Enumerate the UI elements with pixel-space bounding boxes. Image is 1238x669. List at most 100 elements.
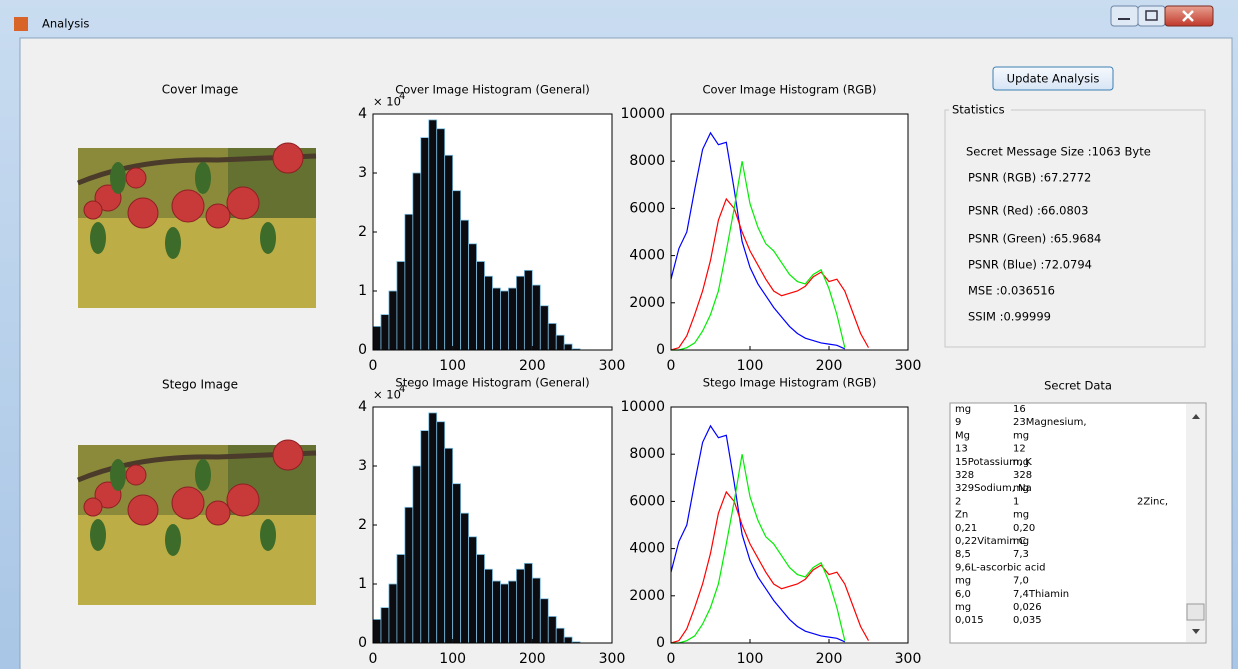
histogram-bar [420,137,430,351]
histogram-bar [476,261,485,351]
secret-cell: mg [1013,457,1029,468]
statistic: PSNR (RGB) :67.2772 [968,171,1091,185]
x-tick-label: 100 [439,358,466,374]
apple [125,167,147,189]
button-label[interactable]: Update Analysis [1007,72,1100,86]
histogram-bar [412,172,422,351]
histogram-bar [388,583,398,644]
x-tick-label: 0 [369,651,378,667]
axis-exponent: 4 [399,384,405,395]
secret-cell: 0,026 [1013,602,1042,613]
photo [77,142,317,308]
statistic: PSNR (Red) :66.0803 [968,204,1088,218]
leaf [110,459,126,491]
secret-cell: 7,4Thiamin [1013,589,1069,600]
secret-cell: 0,20 [1013,523,1035,534]
secret-cell: 12 [1013,444,1026,455]
histogram-bar [476,554,485,644]
histogram-bar [372,619,382,644]
secret-cell: 9 [955,417,961,428]
chart-title: Cover Image Histogram (General) [395,83,590,97]
secret-data-listbox[interactable] [949,402,1207,644]
histogram-bar [484,568,493,644]
y-tick-label: 3 [358,165,367,181]
secret-cell: mg [1013,430,1029,441]
scrollbar[interactable] [1186,404,1205,642]
secret-cell: 0,22Vitamin C [955,536,1026,547]
chart-title: Stego Image Histogram (RGB) [703,376,877,390]
y-tick-label: 0 [656,342,665,358]
histogram-bar [547,616,557,644]
histogram-bar [436,128,446,351]
y-tick-label: 2000 [629,295,665,311]
histogram-bar [428,412,438,644]
x-tick-label: 200 [816,651,843,667]
secret-cell: 23Magnesium, [1013,417,1087,428]
series-line [670,197,870,351]
histogram-bar [508,287,517,351]
cover-label: Cover Image [162,83,239,97]
apple [127,494,159,526]
secret-cell: 328 [1013,470,1032,481]
minimize-button[interactable] [1110,5,1139,27]
branch [77,450,317,483]
scroll-thumb[interactable] [1186,603,1205,621]
statistic: Secret Message Size :1063 Byte [966,145,1151,159]
panel-title-bg [949,103,1011,117]
histogram-bar [396,554,406,644]
histogram-bar [468,536,477,644]
y-tick-label: 3 [358,458,367,474]
maximize-button[interactable] [1137,5,1166,27]
histogram-bar [539,305,549,351]
secret-cell: mg [1013,510,1029,521]
x-tick-label: 0 [369,358,378,374]
y-tick-label: 8000 [629,446,665,462]
y-tick-label: 4000 [629,541,665,557]
histogram-bar [460,219,469,351]
secret-cell: 2 [955,496,961,507]
axes [671,114,908,350]
secret-cell: 7,3 [1013,549,1029,560]
histogram-bar [547,323,557,351]
button-face[interactable] [992,66,1114,91]
y-tick-label: 1 [358,283,367,299]
histogram-bar [523,562,533,644]
histogram-bar [404,506,414,644]
histogram-bar [468,243,477,351]
y-tick-label: 4 [358,399,367,415]
chart-title: Stego Image Histogram (General) [395,376,589,390]
secret-cell: 0,035 [1013,615,1042,626]
leaf [260,222,276,254]
histogram-bar [452,190,462,351]
apple [83,200,103,220]
y-tick-label: 10000 [620,106,665,122]
statistic: PSNR (Blue) :72.0794 [968,258,1092,272]
histogram-bar [516,275,525,351]
series-line [670,424,846,643]
secret-cell: mg [955,602,971,613]
update-button[interactable]: Update Analysis [992,66,1114,91]
histogram-bar [428,119,438,351]
leaf [165,524,181,556]
histogram-bar [500,583,509,644]
apple [125,464,147,486]
apple [205,500,231,526]
leaf [110,162,126,194]
x-tick-label: 300 [599,358,626,374]
histogram-bar [555,334,565,351]
secret-cell: 329Sodium, Na [955,483,1032,494]
secret-cell: 7,0 [1013,576,1029,587]
secret-cell: 13 [955,444,968,455]
scroll-track[interactable] [1186,404,1205,642]
x-tick-label: 0 [667,358,676,374]
histogram-bar [508,580,517,644]
apple [205,203,231,229]
statistics-panel [944,109,1206,348]
apple [171,189,205,223]
x-tick-label: 200 [816,358,843,374]
window-controls[interactable] [1110,5,1214,27]
y-tick-label: 0 [656,635,665,651]
apple [272,439,304,471]
photo [77,439,317,605]
